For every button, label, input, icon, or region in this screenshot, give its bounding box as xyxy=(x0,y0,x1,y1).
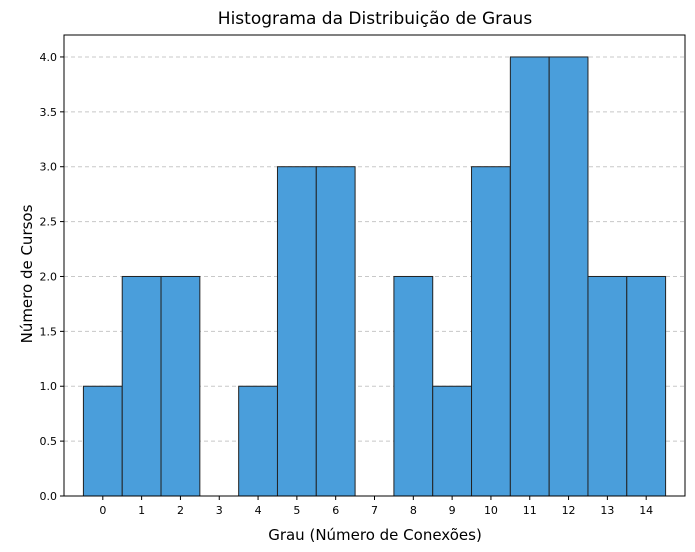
bar-4 xyxy=(238,385,278,497)
x-ticks: 0 1 2 3 4 5 6 7 8 9 10 11 12 13 14 xyxy=(99,496,653,517)
x-tick-label: 1 xyxy=(138,504,145,517)
x-tick-label: 7 xyxy=(371,504,378,517)
bar-11 xyxy=(509,56,550,497)
y-tick-label: 0.5 xyxy=(40,435,58,448)
y-tick-label: 3.0 xyxy=(40,161,58,174)
y-axis-label: Número de Cursos xyxy=(18,204,36,343)
x-tick-label: 6 xyxy=(332,504,339,517)
x-tick-label: 14 xyxy=(639,504,653,517)
bar-2 xyxy=(160,275,201,497)
bar-1 xyxy=(121,275,162,497)
grid-lines xyxy=(64,56,685,442)
x-tick-label: 0 xyxy=(99,504,106,517)
x-tick-label: 8 xyxy=(410,504,417,517)
y-tick-label: 1.0 xyxy=(40,380,58,393)
x-axis-label: Grau (Número de Conexões) xyxy=(268,526,482,544)
chart-title: Histograma da Distribuição de Graus xyxy=(218,9,533,29)
x-tick-label: 9 xyxy=(449,504,456,517)
bar-10 xyxy=(471,166,511,497)
y-tick-label: 0.0 xyxy=(40,490,58,503)
x-tick-label: 11 xyxy=(523,504,537,517)
x-tick-label: 3 xyxy=(216,504,223,517)
bar-8 xyxy=(393,275,434,497)
bar-12 xyxy=(548,56,589,497)
x-tick-label: 5 xyxy=(293,504,300,517)
bar-13 xyxy=(587,275,628,497)
x-tick-label: 2 xyxy=(177,504,184,517)
bar-14 xyxy=(626,275,667,497)
y-ticks: 0.0 0.5 1.0 1.5 2.0 2.5 3.0 3.5 4.0 xyxy=(40,51,64,503)
bars xyxy=(82,56,667,497)
bar-6 xyxy=(315,166,356,497)
x-tick-label: 12 xyxy=(562,504,576,517)
x-tick-label: 13 xyxy=(600,504,614,517)
bar-9 xyxy=(432,385,473,497)
y-tick-label: 1.5 xyxy=(40,325,58,338)
y-tick-label: 2.5 xyxy=(40,216,58,229)
bar-5 xyxy=(276,166,317,497)
x-tick-label: 4 xyxy=(255,504,262,517)
y-tick-label: 4.0 xyxy=(40,51,58,64)
y-tick-label: 3.5 xyxy=(40,106,58,119)
y-tick-label: 2.0 xyxy=(40,270,58,283)
bar-0 xyxy=(82,385,123,497)
x-tick-label: 10 xyxy=(484,504,498,517)
